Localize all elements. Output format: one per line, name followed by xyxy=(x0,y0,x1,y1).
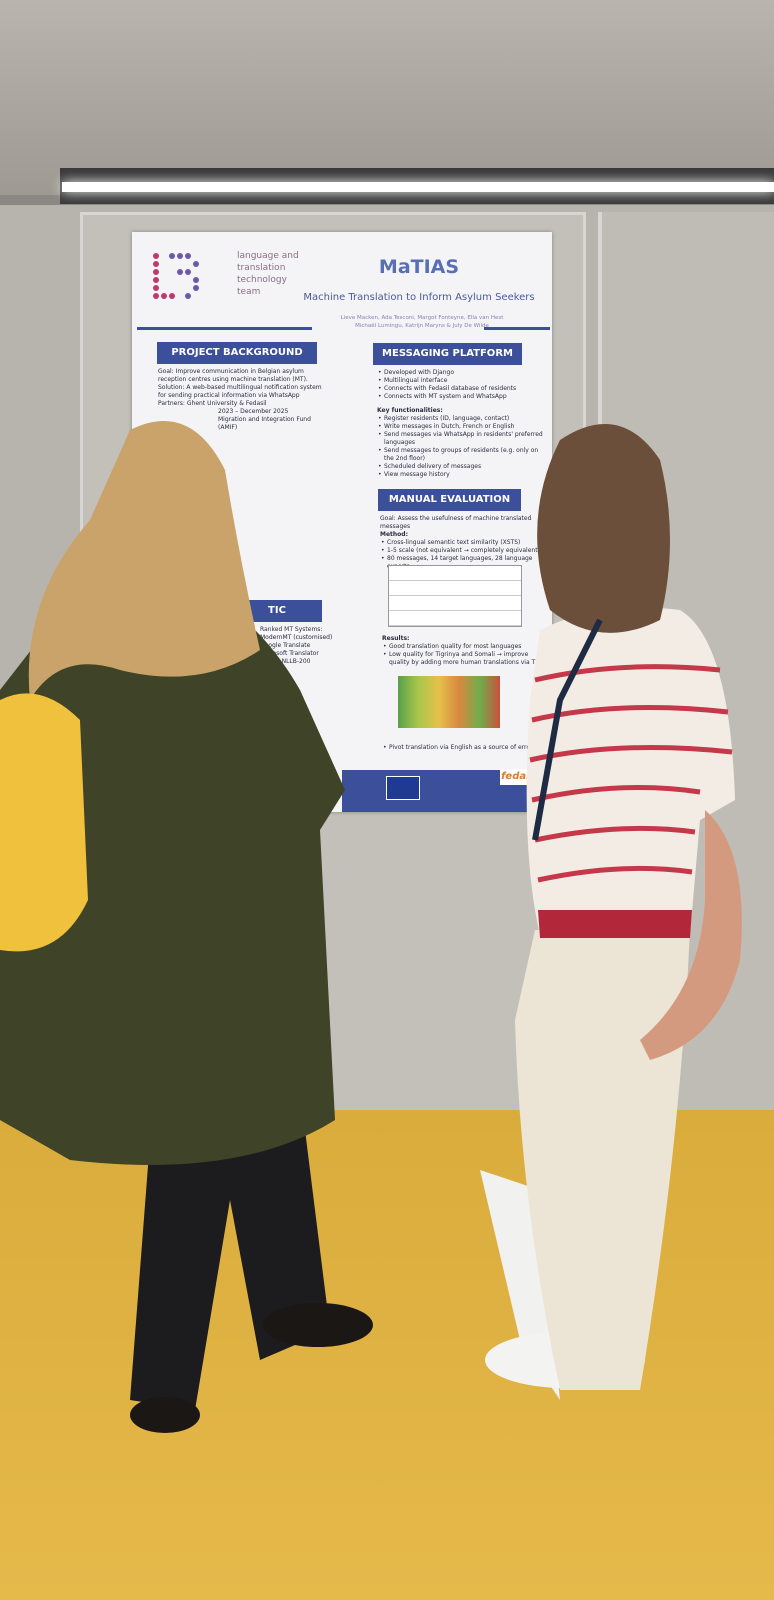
text-line: ModernMT (customised) xyxy=(260,634,333,641)
text-line: Goal: Assess the usefulness of machine t… xyxy=(380,515,532,530)
bullet: Multilingual interface xyxy=(378,377,544,385)
bullet: Pivot translation via English as a sourc… xyxy=(383,744,549,752)
text-line: 2023 – December 2025 xyxy=(218,408,289,415)
bullet: Cross-lingual semantic text similarity (… xyxy=(381,539,548,547)
text-line: Google Translate xyxy=(260,642,311,649)
bullet: Low quality for Tigrinya and Somali → im… xyxy=(383,651,547,667)
subheading: Results: xyxy=(382,635,410,642)
heatmap-graphic xyxy=(398,676,500,728)
text-line: Meta's NLLB-200 xyxy=(260,658,311,665)
text-line: Solution: A web-based multilingual notif… xyxy=(158,384,322,399)
title: MaTIAS xyxy=(378,256,460,278)
bullet: Good translation quality for most langua… xyxy=(383,643,547,651)
logo-line: translation xyxy=(237,263,286,273)
bullet: Register residents (ID, language, contac… xyxy=(378,415,544,423)
logo-mark xyxy=(153,253,199,299)
author-line: Lieve Macken, Ada Tesconi, Margot Fontey… xyxy=(340,315,504,321)
logo-line: team xyxy=(237,287,261,297)
text-line: Migration and Integration Fund (AMIF) xyxy=(218,416,311,431)
section-heading: MANUAL EVALUATION xyxy=(378,489,521,511)
text-line: Ranked MT Systems: xyxy=(260,626,323,633)
table-graphic xyxy=(388,565,522,627)
section-text: Developed with Django Multilingual inter… xyxy=(377,369,544,479)
bullet: View message history xyxy=(378,471,544,479)
subheading: Key functionalities: xyxy=(377,407,443,414)
light xyxy=(62,182,774,192)
logo-line: technology xyxy=(237,275,287,285)
bullet: Developed with Django xyxy=(378,369,544,377)
text-line: Partners: Ghent University & Fedasil xyxy=(158,400,267,407)
bullet: Send messages via WhatsApp in residents'… xyxy=(378,431,544,447)
bullet: Connects with MT system and WhatsApp xyxy=(378,393,544,401)
section-text: Results: Good translation quality for mo… xyxy=(382,635,547,667)
bullet: Scheduled delivery of messages xyxy=(378,463,544,471)
text-line: Microsoft Translator xyxy=(260,650,319,657)
ceiling xyxy=(0,0,774,195)
logo-text: language and translation technology team xyxy=(237,250,299,298)
section-heading: TIC EVALUATION xyxy=(232,600,322,638)
authors: Lieve Macken, Ada Tesconi, Margot Fontey… xyxy=(312,314,532,330)
logo-line: language and xyxy=(237,251,299,261)
section-text: Ranked MT Systems: ModernMT (customised)… xyxy=(260,626,340,666)
poster: language and translation technology team… xyxy=(132,232,552,812)
bullet: Send messages to groups of residents (e.… xyxy=(378,447,544,463)
section-text: Goal: Improve communication in Belgian a… xyxy=(158,368,323,432)
section-text: Pivot translation via English as a sourc… xyxy=(383,744,549,752)
section-heading: MESSAGING PLATFORM xyxy=(373,343,522,365)
bullet: 1-5 scale (not equivalent → completely e… xyxy=(381,547,548,555)
rule xyxy=(137,327,312,330)
rule xyxy=(484,327,550,330)
eu-flag xyxy=(386,776,420,800)
section-heading: PROJECT BACKGROUND xyxy=(157,342,317,364)
subheading: Method: xyxy=(380,531,408,538)
text-line: Goal: Improve communication in Belgian a… xyxy=(158,368,308,383)
bullet: Connects with Fedasil database of reside… xyxy=(378,385,544,393)
bullet: Write messages in Dutch, French or Engli… xyxy=(378,423,544,431)
subtitle: Machine Translation to Inform Asylum See… xyxy=(303,292,535,303)
author-line: Michaël Lumingu, Katrijn Maryns & July D… xyxy=(355,323,489,329)
